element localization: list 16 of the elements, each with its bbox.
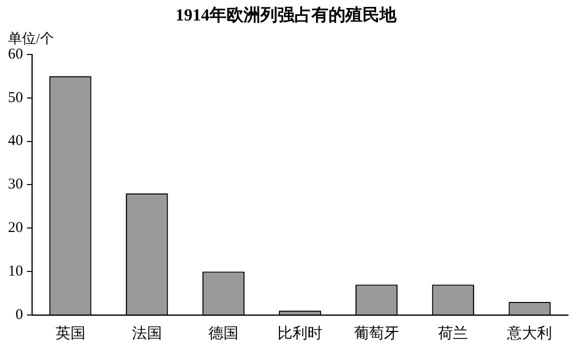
x-tick-label: 意大利 [506,324,552,342]
y-tick-label: 0 [16,306,23,323]
y-tick-label: 40 [8,133,23,150]
chart-title: 1914年欧洲列强占有的殖民地 [176,6,398,25]
y-tick-label: 10 [8,264,23,280]
x-tick-label: 比利时 [278,324,322,342]
x-tick-label: 荷兰 [438,324,468,342]
x-tick-label: 英国 [55,324,86,342]
x-tick-label: 德国 [208,326,238,342]
y-tick-label: 50 [8,90,23,106]
x-tick-label: 葡萄牙 [354,324,400,342]
y-axis-title: 单位/个 [8,31,54,48]
y-tick-label: 60 [8,46,23,62]
y-tick-label: 30 [8,176,23,193]
x-tick-label: 法国 [132,324,162,342]
y-tick-label: 20 [8,220,23,236]
